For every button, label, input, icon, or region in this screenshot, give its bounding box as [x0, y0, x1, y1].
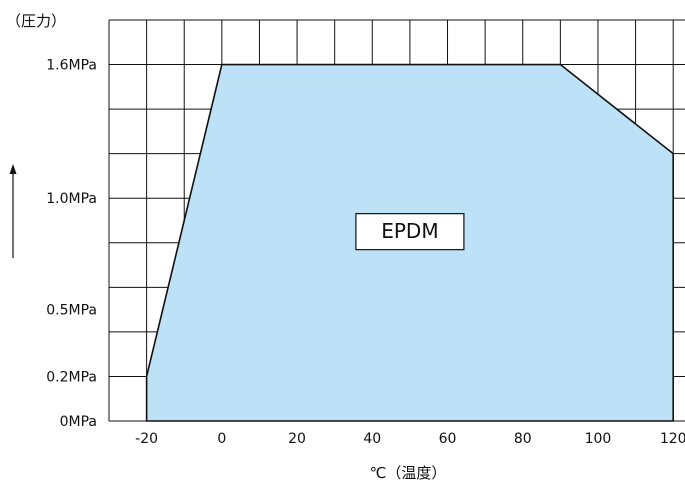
y-tick-labels: 0MPa 0.2MPa 0.5MPa 1.0MPa 1.6MPa [46, 58, 97, 430]
epdm-label-box: EPDM [355, 213, 465, 251]
x-tick-label: 80 [514, 431, 532, 447]
x-tick-label: 0 [217, 431, 226, 447]
y-tick-label: 1.6MPa [46, 58, 97, 74]
x-tick-label: -20 [135, 431, 158, 447]
y-axis-label: （圧力） [6, 12, 66, 30]
x-tick-label: 40 [363, 431, 381, 447]
y-tick-label: 0.5MPa [46, 303, 97, 319]
y-tick-label: 1.0MPa [46, 191, 97, 207]
x-tick-label: 20 [288, 431, 306, 447]
epdm-label-frame [355, 213, 465, 251]
x-axis-label: ℃（温度） [370, 464, 447, 482]
epdm-label: EPDM [381, 219, 438, 243]
y-tick-label: 0.2MPa [46, 369, 97, 385]
y-tick-label: 0MPa [60, 414, 97, 430]
x-tick-label: 120 [660, 431, 685, 447]
x-tick-labels: -20 0 20 40 60 80 100 120 [135, 431, 685, 447]
up-arrow-icon [9, 164, 17, 258]
x-tick-label: 100 [585, 431, 612, 447]
x-tick-label: 60 [439, 431, 457, 447]
